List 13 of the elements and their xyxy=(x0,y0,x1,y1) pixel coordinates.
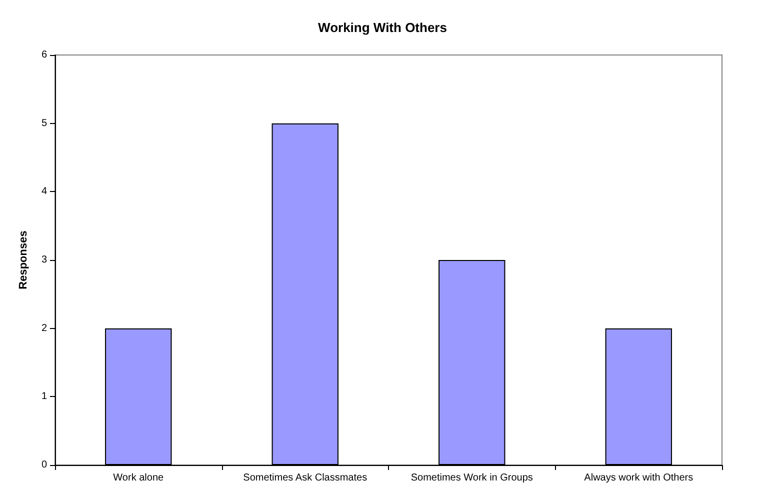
x-tick-label: Work alone xyxy=(113,472,164,484)
y-axis-title: Responses xyxy=(18,230,30,290)
y-tick-label: 4 xyxy=(41,186,48,198)
x-tick-label: Sometimes Work in Groups xyxy=(410,472,533,484)
y-tick-label: 6 xyxy=(41,50,48,60)
y-tick-label: 5 xyxy=(41,118,48,129)
y-tick-label: 2 xyxy=(41,322,48,334)
y-tick-label: 3 xyxy=(41,254,48,266)
y-tick-label: 1 xyxy=(41,391,48,402)
x-tick-label: Always work with Others xyxy=(584,472,694,484)
x-tick-label: Sometimes Ask Classmates xyxy=(243,472,368,484)
y-tick-label: 0 xyxy=(41,460,48,470)
chart-title: Working With Others xyxy=(318,20,447,35)
